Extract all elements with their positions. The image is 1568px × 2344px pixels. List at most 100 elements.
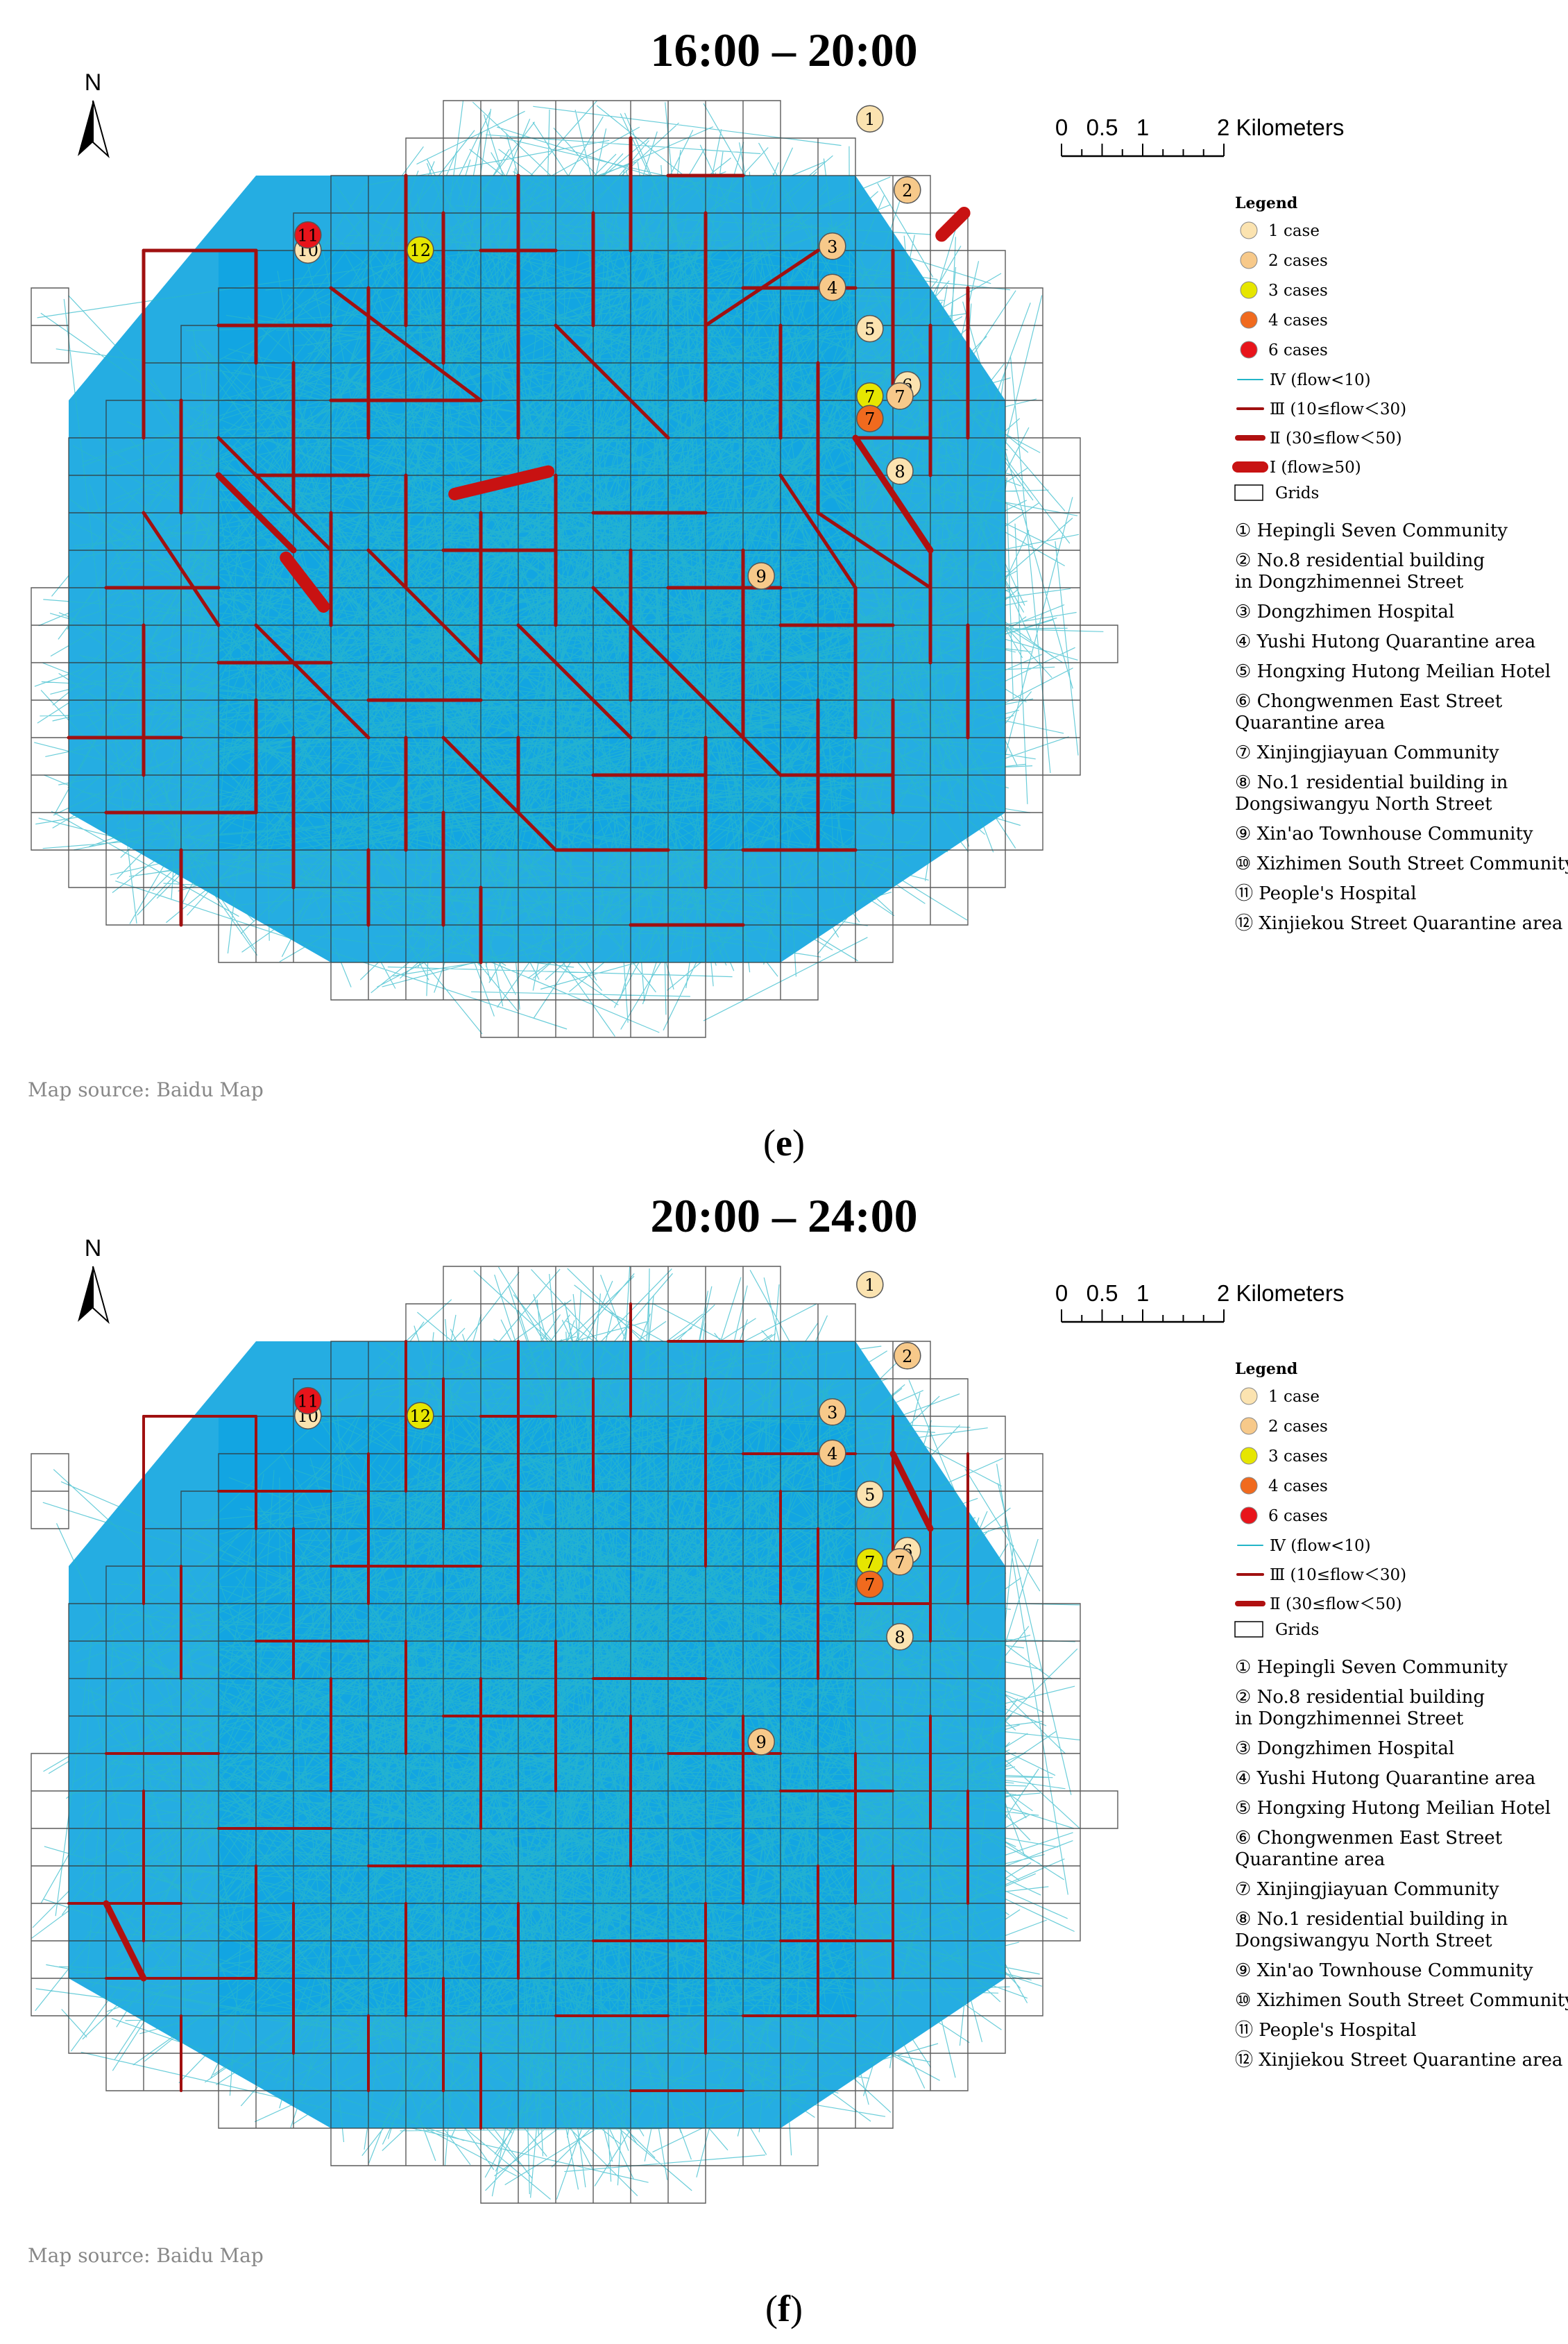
site-item-line: ⑧ No.1 residential building in	[1235, 772, 1508, 793]
legend-flow-item: Ⅳ (flow<10)	[1237, 1537, 1371, 1555]
site-item: ⑩ Xizhimen South Street Community	[1235, 853, 1568, 874]
case-marker-label: 5	[864, 1486, 875, 1505]
site-item-line: Quarantine area	[1235, 1849, 1385, 1870]
case-marker: 3	[819, 232, 846, 260]
legend-grid-swatch	[1234, 484, 1263, 501]
case-marker: 9	[747, 1728, 775, 1756]
case-marker-circle	[856, 314, 884, 343]
map-source: Map source: Baidu Map	[28, 1078, 264, 1101]
case-marker: 12	[407, 236, 434, 264]
case-marker-circle	[856, 105, 884, 133]
flow-line-iii	[254, 623, 370, 740]
map-panel-e: 16:00 – 20:0012345677789101112N00.512 Ki…	[28, 24, 1568, 1164]
north-arrow-left	[78, 1266, 93, 1322]
scale-bar-label: 0	[1055, 1280, 1068, 1306]
panel-label-open: (	[765, 2288, 778, 2329]
north-arrow: N	[78, 69, 110, 159]
legend-case-label: 1 case	[1268, 1388, 1320, 1406]
site-item: ⑥ Chongwenmen East Street Quarantine area	[1235, 1828, 1503, 1870]
site-item-line: ① Hepingli Seven Community	[1235, 520, 1508, 541]
panel-label-letter: e	[776, 1122, 792, 1164]
flow-line-ii	[215, 472, 297, 554]
legend-grid-label: Grids	[1275, 484, 1319, 502]
site-item-line: ⑪ People's Hospital	[1235, 883, 1417, 904]
case-marker-label: 9	[756, 567, 767, 586]
legend-case-item: 1 case	[1240, 221, 1320, 240]
legend-case-label: 4 cases	[1268, 1477, 1328, 1495]
site-item-line: ⑨ Xin'ao Townhouse Community	[1235, 824, 1533, 844]
case-marker: 11	[294, 221, 322, 249]
north-arrow-right	[92, 100, 110, 159]
site-list: ① Hepingli Seven Community ② No.8 residen…	[1235, 1657, 1568, 2071]
site-item: ⑪ People's Hospital	[1235, 2020, 1417, 2041]
scale-bar: 0 0.5 1 2 Kilometers	[1055, 1280, 1344, 1323]
site-item: ③ Dongzhimen Hospital	[1235, 1738, 1454, 1759]
legend-flow-item: Ⅰ (flow≥50)	[1232, 459, 1361, 477]
case-marker-label: 11	[298, 1392, 319, 1411]
case-marker-label: 11	[298, 226, 319, 246]
case-marker-circle	[856, 1271, 884, 1298]
site-item: ④ Yushi Hutong Quarantine area	[1235, 1768, 1535, 1789]
site-item: ⑧ No.1 residential building in Dongsiwang…	[1235, 1909, 1508, 1951]
case-marker-circle	[886, 1548, 914, 1576]
site-item-line: ⑪ People's Hospital	[1235, 2020, 1417, 2041]
site-item-line: ⑧ No.1 residential building in	[1235, 1909, 1508, 1930]
case-marker: 4	[819, 1439, 846, 1467]
site-item-line: ⑤ Hongxing Hutong Meilian Hotel	[1235, 661, 1551, 682]
flow-line-iii	[142, 511, 221, 627]
flow-line-ii	[852, 434, 934, 554]
legend-case-label: 3 cases	[1268, 282, 1328, 300]
legend: Legend 1 case 2 cases 3 cases 4 cases 6 cases…	[1232, 194, 1406, 502]
legend-flow-label: Ⅰ (flow≥50)	[1270, 459, 1361, 477]
site-item-line: ④ Yushi Hutong Quarantine area	[1235, 1768, 1535, 1789]
legend-case-swatch	[1240, 341, 1258, 359]
site-item: ⑨ Xin'ao Townhouse Community	[1235, 824, 1533, 844]
site-item-line: ⑦ Xinjingjiayuan Community	[1235, 1879, 1499, 1900]
site-item-line: Quarantine area	[1235, 713, 1385, 733]
case-marker-label: 1	[864, 110, 875, 129]
panel-label-open: (	[763, 1122, 776, 1164]
case-marker-circle	[886, 1623, 914, 1651]
flow-line-iii	[366, 548, 483, 665]
scale-bar-label: 1	[1136, 1280, 1149, 1306]
legend: Legend 1 case 2 cases 3 cases 4 cases 6 cases…	[1234, 1360, 1406, 1639]
case-marker-label: 7	[864, 1575, 875, 1595]
panel-label: (f)	[765, 2288, 803, 2329]
case-marker-label: 4	[827, 1444, 837, 1463]
site-item-line: ③ Dongzhimen Hospital	[1235, 602, 1454, 622]
legend-case-label: 4 cases	[1268, 312, 1328, 330]
legend-case-swatch	[1240, 251, 1258, 269]
case-markers: 12345677789101112	[294, 105, 921, 590]
case-marker-label: 1	[864, 1275, 875, 1295]
case-marker-circle	[747, 562, 775, 590]
panel-title: 20:00 – 24:00	[650, 1189, 917, 1242]
panel-label-letter: f	[778, 2288, 791, 2329]
site-item: ⑨ Xin'ao Townhouse Community	[1235, 1960, 1533, 1981]
case-marker: 1	[856, 105, 884, 133]
site-item: ⑫ Xinjiekou Street Quarantine area	[1235, 2050, 1562, 2071]
case-marker-label: 3	[827, 1403, 837, 1422]
case-marker-label: 3	[827, 237, 837, 257]
panel-label-close: )	[790, 2288, 803, 2329]
legend-case-swatch	[1240, 1447, 1258, 1465]
legend-case-item: 3 cases	[1240, 1447, 1328, 1466]
flow-line-iii	[441, 736, 558, 852]
legend-case-label: 6 cases	[1268, 341, 1328, 359]
site-item: ⑤ Hongxing Hutong Meilian Hotel	[1235, 661, 1551, 682]
legend-case-label: 2 cases	[1268, 1418, 1328, 1436]
flow-line-ii	[889, 1450, 934, 1532]
case-marker: 7	[856, 1570, 884, 1598]
case-marker: 7	[856, 405, 884, 432]
site-item-line: ⑤ Hongxing Hutong Meilian Hotel	[1235, 1798, 1551, 1819]
site-item-line: ③ Dongzhimen Hospital	[1235, 1738, 1454, 1759]
flow-line-i	[448, 465, 555, 500]
legend-case-item: 2 cases	[1240, 251, 1328, 270]
north-arrow-right	[92, 1266, 110, 1325]
legend-flow-item: Ⅱ (30≤flow＜50)	[1235, 1595, 1402, 1613]
case-marker: 2	[894, 1342, 921, 1370]
case-marker-circle	[894, 1342, 921, 1370]
case-marker-label: 7	[894, 1553, 905, 1572]
case-marker: 5	[856, 1480, 884, 1509]
scale-bar-label: 0.5	[1086, 1280, 1118, 1306]
legend-case-swatch	[1240, 1506, 1258, 1525]
